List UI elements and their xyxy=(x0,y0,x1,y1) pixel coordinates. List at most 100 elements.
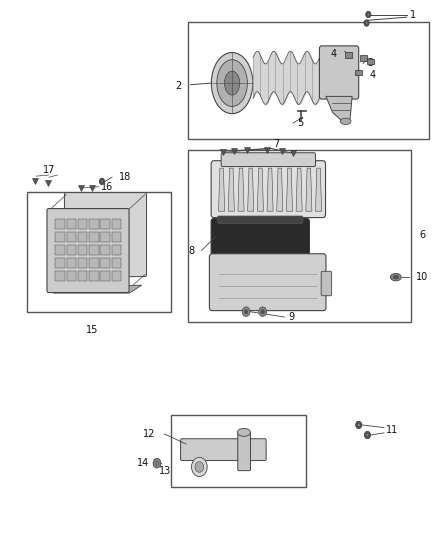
Bar xyxy=(112,245,121,255)
Bar xyxy=(78,245,88,255)
Bar xyxy=(67,259,76,268)
Bar xyxy=(55,232,65,242)
Circle shape xyxy=(364,431,371,439)
Bar xyxy=(78,232,88,242)
Bar xyxy=(78,271,88,281)
FancyBboxPatch shape xyxy=(221,153,315,166)
Circle shape xyxy=(242,307,250,317)
Bar xyxy=(171,415,306,487)
Text: 2: 2 xyxy=(176,81,182,91)
Text: 4: 4 xyxy=(370,70,376,80)
Bar xyxy=(100,271,110,281)
Bar xyxy=(188,150,411,322)
Circle shape xyxy=(195,462,204,472)
Bar xyxy=(100,232,110,242)
Circle shape xyxy=(366,433,369,437)
Bar xyxy=(27,192,171,312)
Circle shape xyxy=(366,11,371,18)
Bar xyxy=(89,220,99,229)
Bar xyxy=(55,220,65,229)
Text: 3: 3 xyxy=(367,59,374,68)
Bar xyxy=(55,259,65,268)
Text: 16: 16 xyxy=(101,182,113,192)
Text: 17: 17 xyxy=(42,165,55,175)
Polygon shape xyxy=(247,168,254,211)
Circle shape xyxy=(99,178,105,184)
Bar xyxy=(112,232,121,242)
Bar xyxy=(367,59,374,64)
Polygon shape xyxy=(267,168,273,211)
FancyBboxPatch shape xyxy=(238,432,251,471)
Polygon shape xyxy=(219,168,225,211)
Text: 1: 1 xyxy=(410,10,417,20)
Bar xyxy=(112,220,121,229)
FancyBboxPatch shape xyxy=(64,192,147,277)
Text: 5: 5 xyxy=(297,118,304,128)
Polygon shape xyxy=(326,96,352,120)
Bar xyxy=(100,245,110,255)
FancyBboxPatch shape xyxy=(211,219,309,255)
Text: 10: 10 xyxy=(416,272,428,282)
Circle shape xyxy=(191,457,207,477)
Circle shape xyxy=(259,307,267,317)
Circle shape xyxy=(364,20,369,26)
Bar xyxy=(67,245,76,255)
Ellipse shape xyxy=(393,275,399,279)
Polygon shape xyxy=(258,168,263,211)
Ellipse shape xyxy=(212,53,253,114)
Bar xyxy=(188,22,428,139)
Text: 9: 9 xyxy=(289,312,295,322)
Bar xyxy=(112,259,121,268)
Bar xyxy=(67,220,76,229)
Text: 15: 15 xyxy=(86,325,99,335)
Ellipse shape xyxy=(224,71,240,95)
Bar xyxy=(100,220,110,229)
Bar xyxy=(55,271,65,281)
Polygon shape xyxy=(286,168,293,211)
FancyBboxPatch shape xyxy=(47,208,129,293)
Text: 4: 4 xyxy=(331,49,337,59)
Text: 13: 13 xyxy=(159,466,171,476)
FancyBboxPatch shape xyxy=(211,161,325,217)
Bar xyxy=(67,271,76,281)
Bar xyxy=(67,232,76,242)
Polygon shape xyxy=(277,168,283,211)
Text: 7: 7 xyxy=(274,139,280,149)
Text: 18: 18 xyxy=(119,172,131,182)
Polygon shape xyxy=(53,285,142,293)
Ellipse shape xyxy=(217,60,247,107)
Text: 6: 6 xyxy=(420,230,426,240)
Circle shape xyxy=(367,13,370,16)
Circle shape xyxy=(101,180,103,183)
Bar xyxy=(89,245,99,255)
FancyBboxPatch shape xyxy=(321,271,332,296)
Circle shape xyxy=(155,461,159,465)
Bar xyxy=(89,259,99,268)
Circle shape xyxy=(261,310,265,314)
Bar xyxy=(355,70,362,75)
Polygon shape xyxy=(238,168,244,211)
Text: 11: 11 xyxy=(386,425,399,435)
Polygon shape xyxy=(296,168,302,211)
Bar xyxy=(89,232,99,242)
Polygon shape xyxy=(315,168,321,211)
FancyBboxPatch shape xyxy=(180,439,266,461)
Circle shape xyxy=(356,421,362,429)
Ellipse shape xyxy=(340,118,351,125)
Circle shape xyxy=(357,423,360,426)
Text: 14: 14 xyxy=(137,458,149,468)
Polygon shape xyxy=(306,168,312,211)
Ellipse shape xyxy=(237,429,251,437)
Bar xyxy=(100,259,110,268)
Polygon shape xyxy=(228,168,234,211)
FancyBboxPatch shape xyxy=(218,216,303,223)
Bar xyxy=(345,52,352,58)
Bar xyxy=(89,271,99,281)
Ellipse shape xyxy=(390,273,401,281)
Bar xyxy=(360,55,367,61)
Text: 8: 8 xyxy=(189,246,195,255)
Circle shape xyxy=(153,458,161,468)
FancyBboxPatch shape xyxy=(209,254,326,311)
Bar xyxy=(78,220,88,229)
Circle shape xyxy=(244,310,248,314)
